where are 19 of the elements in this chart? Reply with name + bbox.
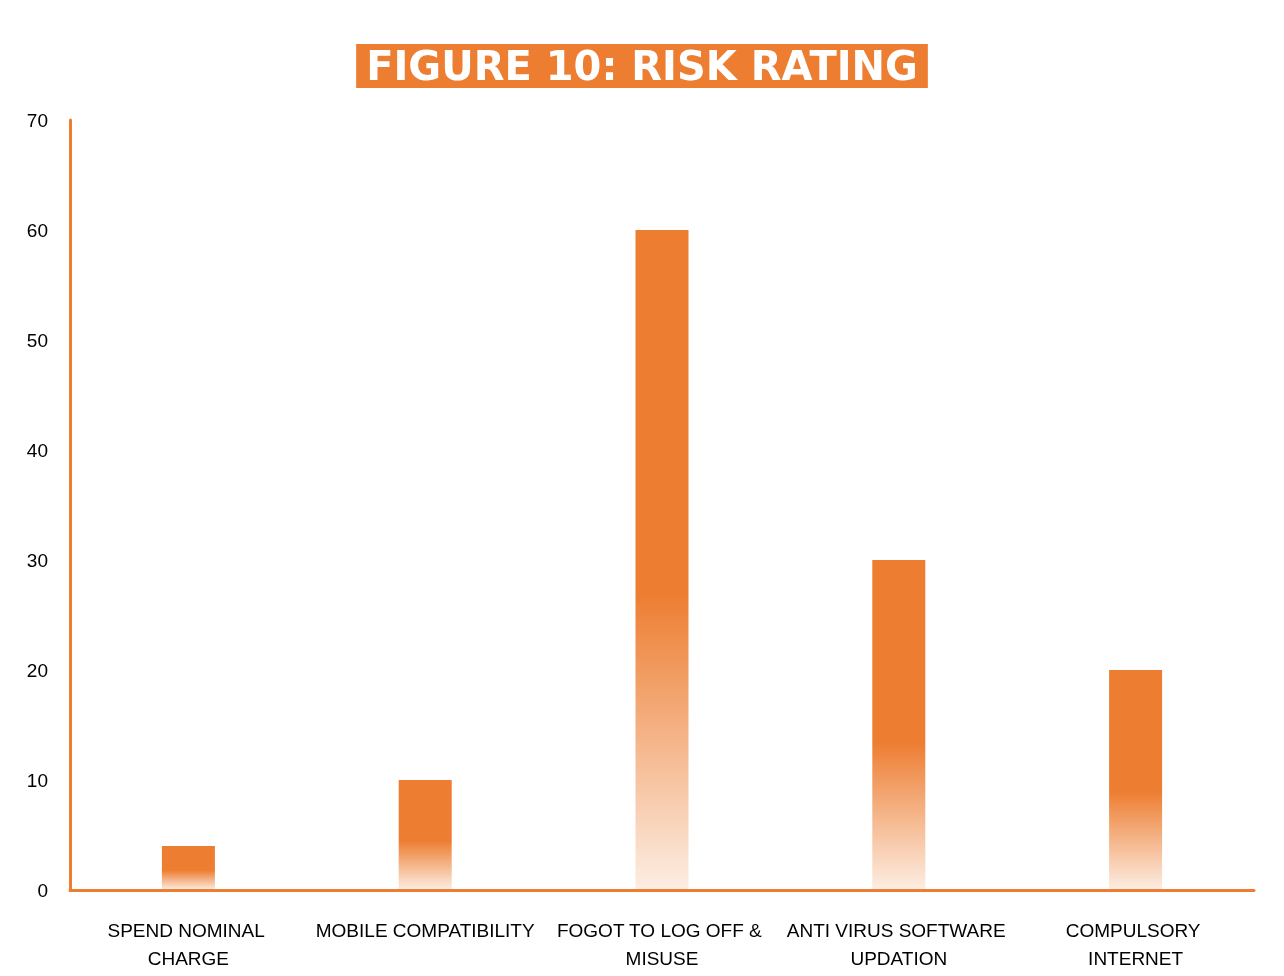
y-tick-label: 20	[26, 659, 48, 681]
x-tick-label: ANTI VIRUS SOFTWARE UPDATION	[786, 919, 1011, 969]
y-tick-label: 50	[26, 329, 48, 351]
x-tick-label: FOGOT TO LOG OFF & MISUSE	[556, 919, 768, 969]
x-tick-label: COMPULSORY INTERNET	[1065, 919, 1206, 969]
y-tick-label: 70	[26, 109, 48, 131]
bar	[398, 780, 452, 890]
y-tick-label: 10	[26, 769, 48, 791]
chart-title: FIGURE 10: RISK RATING	[366, 43, 918, 89]
bar	[1109, 670, 1163, 890]
bar	[161, 846, 215, 890]
bar	[872, 560, 926, 890]
y-tick-label: 40	[26, 439, 48, 461]
x-tick-label: SPEND NOMINAL CHARGE	[107, 919, 270, 969]
y-tick-label: 30	[26, 549, 48, 571]
bar	[635, 230, 689, 890]
y-tick-label: 0	[37, 879, 48, 901]
x-tick-label: MOBILE COMPATIBILITY	[315, 919, 535, 941]
y-tick-label: 60	[26, 219, 48, 241]
